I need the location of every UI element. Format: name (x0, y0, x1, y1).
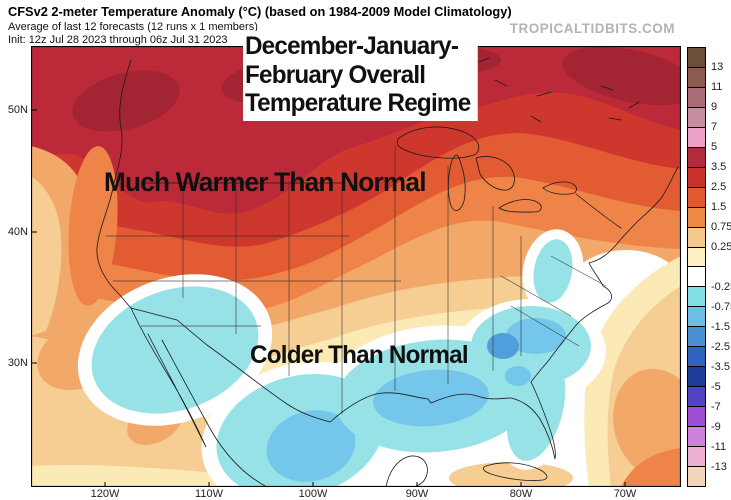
lat-label: 40N (7, 226, 28, 238)
colorbar-segment (688, 48, 705, 68)
colorbar-tick-label: 9 (711, 101, 718, 113)
colorbar-segment (688, 127, 705, 148)
colorbar-segment (688, 427, 705, 448)
colorbar-segment (688, 327, 705, 348)
lon-label: 100W (298, 488, 328, 500)
colorbar-tick-label: 13 (711, 61, 724, 73)
colorbar-segment (688, 467, 705, 486)
map-subtitle: Average of last 12 forecasts (12 runs x … (8, 21, 258, 33)
annotation-much-warmer: Much Warmer Than Normal (104, 167, 426, 197)
colorbar-segment (688, 107, 705, 128)
anomaly-map (31, 46, 681, 487)
colorbar-tick-label: 3.5 (711, 161, 727, 173)
colorbar-segment (688, 187, 705, 208)
colorbar-segment (688, 67, 705, 88)
colorbar-tick-label: -13 (711, 461, 727, 473)
colorbar-tick-label: -11 (711, 441, 727, 453)
colorbar-segment (688, 387, 705, 408)
lon-label: 120W (90, 488, 120, 500)
colorbar-segment (688, 87, 705, 108)
state-borders (106, 146, 607, 414)
tropicaltidbits-watermark: TROPICALTIDBITS.COM (509, 21, 675, 36)
map-canvas (31, 46, 681, 487)
colorbar-tick-label: 5 (711, 141, 718, 153)
colorbar-tick-label: 11 (711, 81, 723, 93)
colorbar-tick-label: -7 (711, 401, 721, 413)
colorbar-tick-label: 1.5 (711, 201, 727, 213)
colorbar-segment (688, 367, 705, 388)
lat-label: 50N (7, 104, 28, 116)
colorbar-segment (688, 447, 705, 468)
colorbar-tick-label: 2.5 (711, 181, 727, 193)
annotation-regime: December-January- February Overall Tempe… (243, 31, 479, 121)
colorbar-segment (688, 307, 705, 328)
colorbar-tick-label: -1.5 (711, 321, 730, 333)
annotation-regime-line1: December-January- (244, 32, 459, 60)
colorbar-tick-label: -0.75 (711, 301, 731, 313)
colorbar-tick-label: -9 (711, 421, 721, 433)
colorbar-tick-label: -3.5 (711, 361, 730, 373)
annotation-regime-line2: February Overall (244, 60, 426, 89)
colorbar-segment (688, 207, 705, 228)
colorbar-segment (688, 287, 705, 308)
colorbar-segment (688, 167, 705, 188)
annotation-regime-line3: Temperature Regime (244, 89, 471, 117)
colorbar-tick-label: 7 (711, 121, 718, 133)
pacific-coast-gradient (31, 146, 118, 346)
colorbar-tick-label: -2.5 (711, 341, 730, 353)
lon-label: 70W (613, 488, 637, 500)
colorbar-segment (688, 267, 705, 288)
annotation-colder: Colder Than Normal (250, 341, 469, 369)
map-title: CFSv2 2-meter Temperature Anomaly (°C) (… (8, 4, 512, 19)
init-line: Init: 12z Jul 28 2023 through 06z Jul 31… (8, 34, 228, 46)
lon-label: 110W (195, 488, 223, 500)
lat-label: 30N (7, 357, 28, 369)
colorbar (687, 47, 706, 487)
colorbar-labels: 13 11 9 7 5 3.5 2.5 1.5 0.75 0.25 -0.25 -0.75 -1.5 -2… (711, 47, 731, 487)
lon-label: 90W (405, 488, 429, 500)
colorbar-tick-label: -0.25 (711, 281, 731, 293)
colorbar-segment (688, 407, 705, 428)
colorbar-segment (688, 247, 705, 268)
colorbar-tick-label: 0.25 (711, 241, 731, 253)
cold-anomaly-blobs (77, 229, 606, 487)
coastlines-and-borders (96, 57, 679, 487)
colorbar-segment (688, 347, 705, 368)
colorbar-tick-label: -5 (711, 381, 721, 393)
lon-label: 80W (509, 488, 533, 500)
colorbar-segment (688, 147, 705, 168)
colorbar-segment (688, 227, 705, 248)
colorbar-tick-label: 0.75 (711, 221, 731, 233)
